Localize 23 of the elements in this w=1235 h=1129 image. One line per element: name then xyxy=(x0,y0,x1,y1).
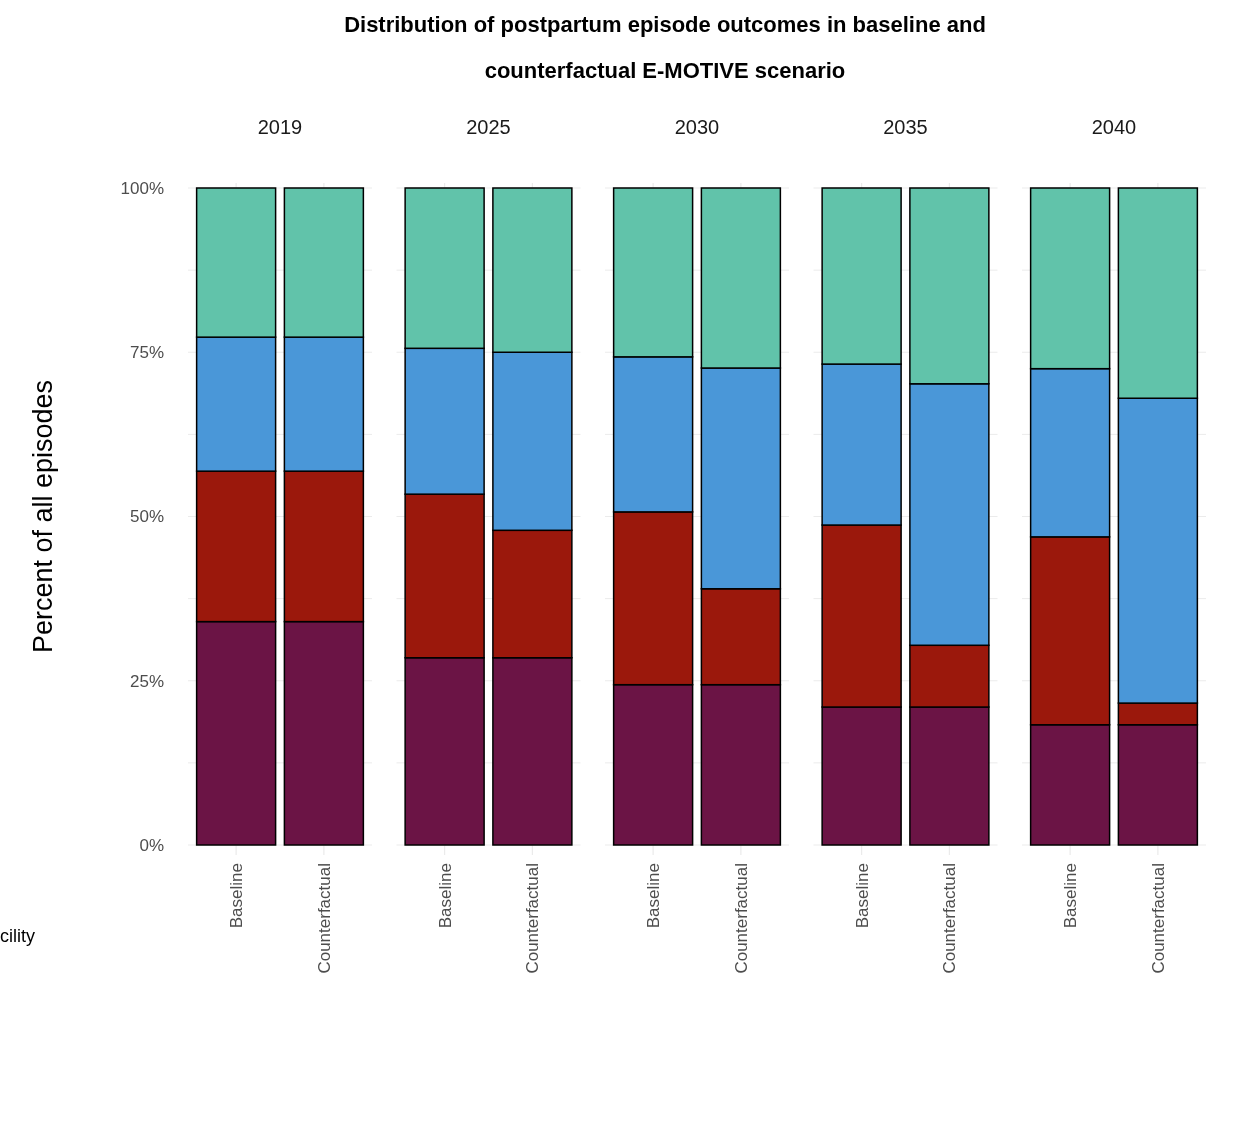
chart-title: 2019 xyxy=(257,116,303,138)
chart-title: 2025 xyxy=(466,116,511,138)
y-tick-label: 50% xyxy=(129,507,164,527)
chart-title: 2035 xyxy=(883,116,928,138)
x-tick-label: Baseline xyxy=(227,863,247,929)
text: Distribution of postpartum episode outcomes in baseline and counterfactual E-MOTIVE scenario xyxy=(344,12,986,83)
x-tick-label: Counterfactual xyxy=(940,863,960,974)
x-tick-label: Baseline xyxy=(435,863,455,929)
x-tick-label: Counterfactual xyxy=(1148,863,1168,974)
y-tick-label: 25% xyxy=(129,671,164,691)
y-axis-title: Percent of all episodes xyxy=(28,379,58,654)
y-tick-label: 75% xyxy=(129,343,164,363)
x-tick-label: Counterfactual xyxy=(731,863,751,974)
x-tick-label: Counterfactual xyxy=(523,863,543,974)
text: cility xyxy=(0,926,35,946)
x-tick-label: Baseline xyxy=(852,863,872,929)
chart-title: 2030 xyxy=(674,116,720,138)
y-tick-label: 0% xyxy=(139,835,164,855)
y-tick-label: 100% xyxy=(120,178,164,198)
x-tick-label: Counterfactual xyxy=(314,863,334,974)
x-tick-label: Baseline xyxy=(1061,863,1081,929)
chart-title: 2040 xyxy=(1091,116,1137,138)
x-tick-label: Baseline xyxy=(644,863,664,929)
